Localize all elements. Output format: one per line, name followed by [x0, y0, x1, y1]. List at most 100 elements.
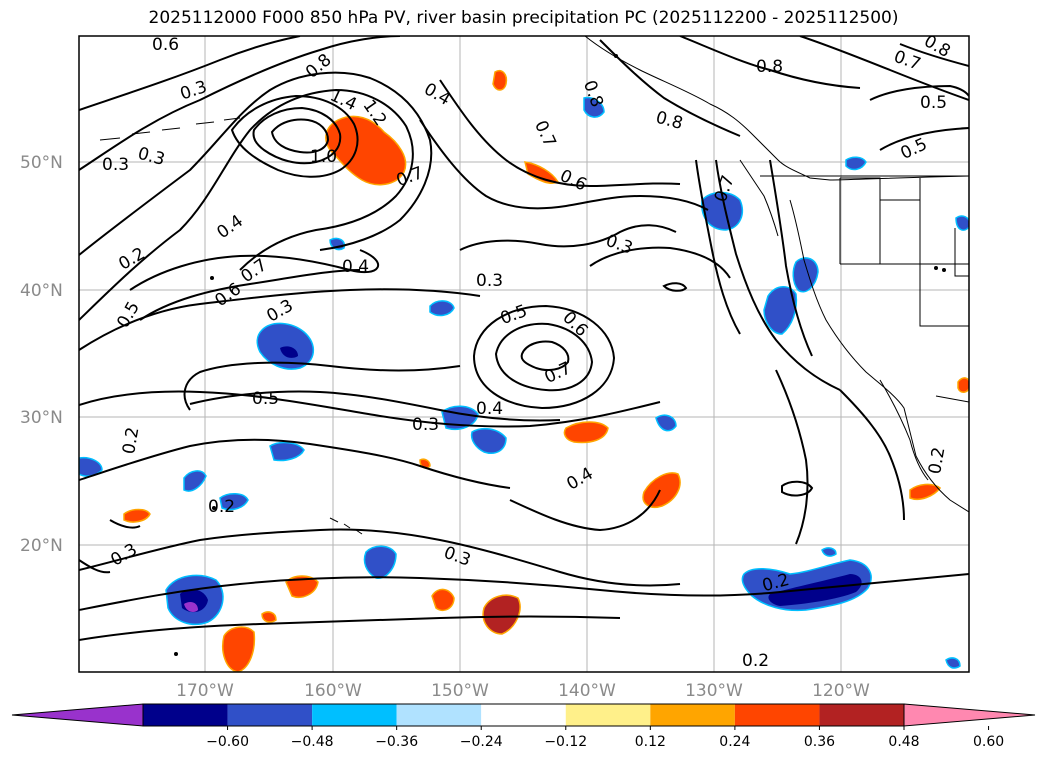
us-state-borders [839, 177, 969, 327]
precip-patch [256, 322, 314, 370]
colorbar-tick-label: −0.12 [544, 734, 587, 750]
contour-line [781, 480, 814, 497]
precip-patch [79, 456, 103, 477]
lon-label: 170°W [176, 681, 234, 701]
precip-patch [431, 588, 455, 612]
contour-line [799, 36, 969, 101]
contour-line [695, 159, 741, 335]
contour-line [79, 71, 433, 256]
contour-line [662, 282, 688, 292]
bc-coast [739, 159, 779, 237]
colorbar-extend-low [11, 703, 144, 727]
contour-line [879, 127, 969, 151]
contour-line [183, 361, 461, 411]
lon-label: 150°W [431, 681, 489, 701]
contour-line [79, 573, 969, 611]
colorbar-extend-high [903, 703, 1036, 727]
colorbar: −0.60 −0.48 −0.36 −0.24 −0.12 0.12 0.24 0.36 0.4… [11, 703, 1036, 750]
contour-label: 0.5 [920, 93, 947, 113]
contour-line [869, 84, 969, 101]
lon-label: 140°W [558, 681, 616, 701]
contour-line [79, 88, 414, 321]
colorbar-segment [312, 704, 397, 726]
contour-line [139, 269, 361, 321]
contour-label: 0.2 [119, 426, 143, 456]
precip-patch [219, 493, 249, 511]
contour-label: 0.2 [742, 651, 769, 671]
contour-line [230, 94, 359, 178]
contour-line [189, 390, 561, 422]
lat-label: 30°N [20, 408, 63, 428]
precip-patch [363, 545, 397, 579]
precip-patch [845, 156, 867, 171]
precip-patch [945, 657, 961, 669]
map-frame [78, 35, 970, 673]
colorbar-segment [565, 704, 651, 726]
colorbar-segment [227, 704, 313, 726]
contour-line [899, 43, 969, 67]
contour-line [129, 249, 380, 291]
coastlines [99, 36, 969, 535]
lon-label: 160°W [304, 681, 362, 701]
precip-patch [285, 575, 319, 598]
lon-label: 130°W [685, 681, 743, 701]
precip-patch [821, 547, 837, 557]
contour-line [679, 36, 861, 89]
precip-patch [269, 441, 305, 462]
map-title: 2025112000 F000 850 hPa PV, river basin … [148, 8, 899, 28]
colorbar-tick-label: −0.48 [291, 734, 334, 750]
precip-patch [482, 594, 521, 635]
colorbar-segment [650, 704, 735, 726]
contour-line [459, 224, 677, 251]
precip-patch [563, 421, 609, 444]
contour-line [79, 36, 401, 171]
precip-patch [763, 286, 798, 335]
longitude-labels: 170°W 160°W 150°W 140°W 130°W 120°W [176, 681, 870, 701]
precip-patch [123, 508, 151, 523]
colorbar-outline [142, 703, 905, 727]
map-area [79, 36, 969, 672]
colorbar-segment [481, 704, 566, 726]
colorbar-tick-label: 0.24 [719, 734, 750, 750]
contour-label: 0.4 [476, 399, 503, 419]
precip-patch [583, 96, 605, 118]
colorbar-tick-label: 0.48 [888, 734, 919, 750]
precip-patch [957, 377, 969, 393]
precip-patch [909, 483, 942, 500]
contour-label: 0.2 [925, 446, 949, 476]
precip-patch [429, 300, 455, 317]
precip-patch [955, 215, 969, 231]
contour-label: 0.2 [208, 497, 235, 517]
contour-label: 0.3 [412, 415, 439, 435]
contour-label: 0.6 [152, 35, 179, 55]
contour-line [715, 159, 841, 391]
contour-line [839, 389, 905, 521]
baja-coast [879, 379, 929, 481]
contour-label: 0.4 [342, 257, 369, 277]
precip-patch [222, 626, 256, 672]
lat-label: 40°N [20, 281, 63, 301]
contour-line [79, 390, 661, 428]
contour-line [79, 528, 681, 587]
contour-line [589, 246, 731, 279]
contour-line [270, 118, 330, 154]
precip-patch [184, 602, 198, 612]
colorbar-segment [819, 704, 904, 726]
precip-patch [768, 574, 862, 606]
contour-label: 0.5 [252, 389, 279, 409]
mexico-coast [935, 395, 969, 403]
contour-line [439, 79, 681, 188]
precip-positive-shading [123, 70, 969, 672]
precip-negative-shading [79, 96, 969, 669]
contour-label: 0.8 [756, 57, 783, 77]
precip-patch [492, 70, 508, 91]
contour-line [520, 340, 570, 371]
lat-label: 50°N [20, 153, 63, 173]
contour-line [419, 119, 709, 211]
contour-line [79, 559, 111, 574]
colorbar-segment [396, 704, 482, 726]
colorbar-tick-label: −0.36 [375, 734, 418, 750]
colorbar-segment [734, 704, 820, 726]
contour-label: 0.3 [476, 271, 503, 291]
